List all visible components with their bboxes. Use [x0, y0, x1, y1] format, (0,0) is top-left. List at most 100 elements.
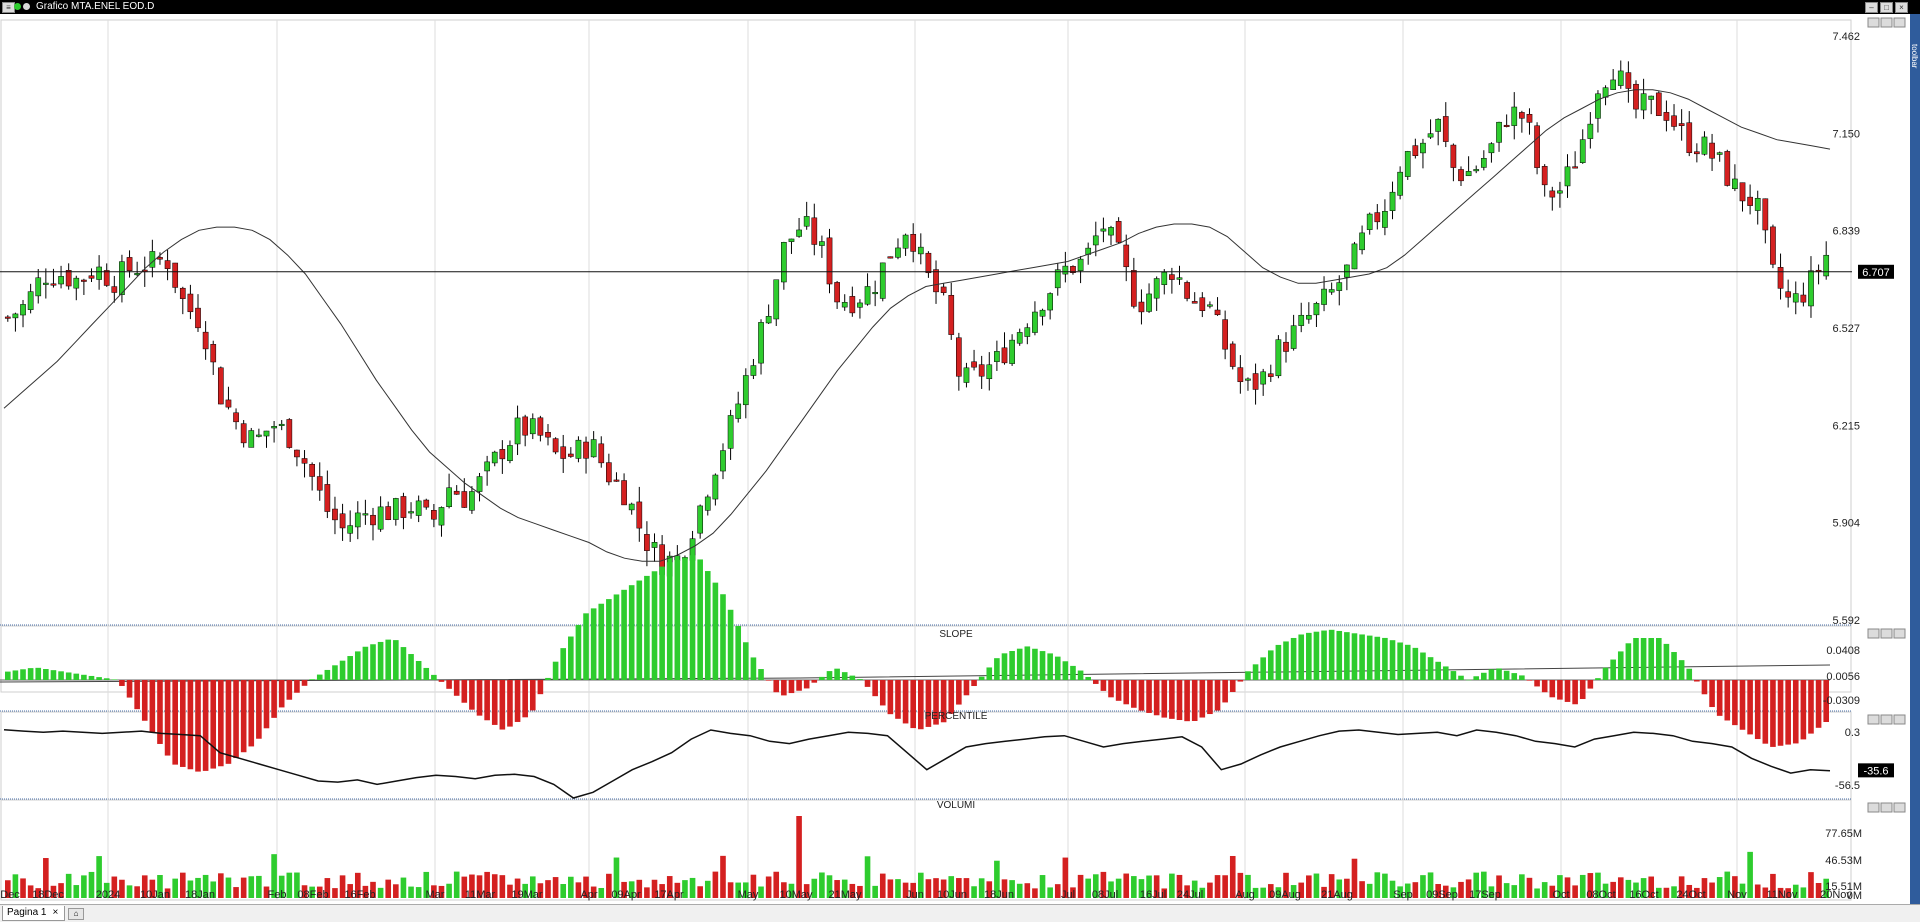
close-tab-icon[interactable]: × — [52, 907, 59, 918]
chart-area[interactable]: 7.462 7.150 6.839 6.527 6.215 5.904 5.592 6.707… — [0, 14, 1908, 904]
volume-bar — [583, 876, 589, 898]
slope-bar — [1290, 637, 1297, 680]
toolbar-sidebar[interactable]: toolbar — [1910, 14, 1920, 908]
candle-body — [339, 513, 346, 529]
candle-body — [1001, 347, 1008, 364]
slope-bar — [1465, 679, 1472, 681]
slope-bar — [674, 559, 681, 680]
volume-bar — [271, 854, 277, 898]
play-icon[interactable] — [23, 3, 30, 10]
volume-bar — [1716, 877, 1723, 898]
slope-bar — [1032, 648, 1038, 680]
slope-bar — [1146, 680, 1152, 713]
slope-bar — [872, 680, 878, 697]
maximize-icon[interactable]: □ — [1880, 2, 1893, 13]
slope-bar — [529, 680, 536, 711]
price-axis-tick: 5.592 — [1832, 615, 1860, 627]
volume-bar — [377, 887, 384, 898]
x-axis-label: 16Jul — [1140, 889, 1166, 901]
volume-bar — [758, 886, 764, 898]
volume-bar — [1085, 878, 1091, 898]
volume-bar — [1374, 872, 1381, 898]
candle-body — [1732, 178, 1738, 189]
volume-bar — [164, 888, 171, 898]
x-axis-label: 09Sep — [1426, 889, 1458, 901]
slope-bar — [1648, 638, 1655, 680]
volume-bar — [537, 883, 544, 898]
volume-bar — [1397, 886, 1403, 898]
candle-body — [955, 337, 962, 377]
volume-bar — [1062, 857, 1069, 898]
slope-bar — [925, 680, 932, 727]
candle-body — [1496, 121, 1502, 143]
volume-bar — [1024, 883, 1031, 898]
slope-bar — [1024, 646, 1031, 680]
x-axis-label: Oct — [1552, 889, 1569, 901]
slope-bar — [522, 680, 528, 718]
candle-body — [453, 490, 460, 495]
x-axis-label: Aug — [1235, 889, 1255, 901]
slope-bar — [58, 671, 64, 680]
slope-bar — [408, 654, 414, 680]
candle-body — [1382, 211, 1388, 228]
slope-bar — [583, 613, 589, 680]
candle-body — [1465, 171, 1472, 177]
volume-bar — [1153, 875, 1160, 898]
volume-bar — [1549, 885, 1556, 898]
slope-bar — [1640, 638, 1647, 680]
slope-bar — [491, 680, 498, 725]
window-system-buttons[interactable]: ≡ — [2, 2, 15, 13]
tab-pagina-1[interactable]: Pagina 1 × — [2, 906, 66, 921]
volume-bar — [187, 880, 194, 898]
volume-bar — [864, 856, 871, 898]
candle-body — [735, 403, 742, 419]
minimize-icon[interactable]: – — [1865, 2, 1878, 13]
menu-icon[interactable]: ≡ — [2, 2, 15, 13]
volume-bar — [743, 882, 749, 898]
slope-bar — [111, 679, 118, 680]
candle-body — [1336, 282, 1343, 291]
volume-bar — [689, 877, 696, 898]
candle-body — [872, 292, 879, 295]
volume-bar — [1382, 873, 1388, 898]
candle-body — [400, 496, 407, 518]
x-axis-label: 09Aug — [1269, 889, 1301, 901]
candle-body — [217, 367, 224, 405]
candle-body — [575, 439, 582, 459]
add-tab-icon[interactable]: ⌂ — [68, 908, 84, 920]
candle-body — [172, 262, 179, 288]
candle-body — [1617, 70, 1624, 86]
candle-body — [1655, 92, 1662, 116]
candle-body — [628, 503, 635, 511]
volume-bar — [1823, 878, 1829, 898]
volume-bar — [210, 881, 217, 898]
candle-body — [1762, 198, 1769, 231]
volume-bar — [1663, 887, 1670, 898]
volume-bar — [1366, 883, 1373, 898]
volume-bar — [431, 885, 437, 898]
slope-bar — [1823, 680, 1829, 722]
slope-bar — [1610, 659, 1616, 680]
status-dot-icon — [14, 3, 21, 10]
slope-bar — [568, 636, 574, 680]
volume-bar — [240, 877, 247, 898]
volume-bar — [773, 871, 780, 898]
candle-body — [1146, 293, 1152, 312]
volume-bar — [1587, 873, 1594, 898]
x-axis-label: 19Mar — [511, 889, 543, 901]
slope-bar — [1595, 678, 1601, 680]
volume-bar — [438, 885, 445, 898]
slope-bar — [1054, 656, 1061, 680]
candle-body — [438, 507, 445, 526]
window-controls[interactable]: – □ × — [1865, 2, 1908, 13]
volume-bar — [1465, 879, 1472, 898]
volume-bar — [446, 883, 452, 898]
panel-controls[interactable] — [1867, 17, 1906, 813]
close-icon[interactable]: × — [1895, 2, 1908, 13]
volume-bar — [126, 885, 133, 898]
price-panel[interactable] — [0, 19, 1852, 633]
volume-bar — [461, 876, 468, 898]
candle-body — [164, 260, 171, 269]
volume-bar — [1351, 858, 1358, 898]
x-axis-label: 18Jun — [984, 889, 1014, 901]
